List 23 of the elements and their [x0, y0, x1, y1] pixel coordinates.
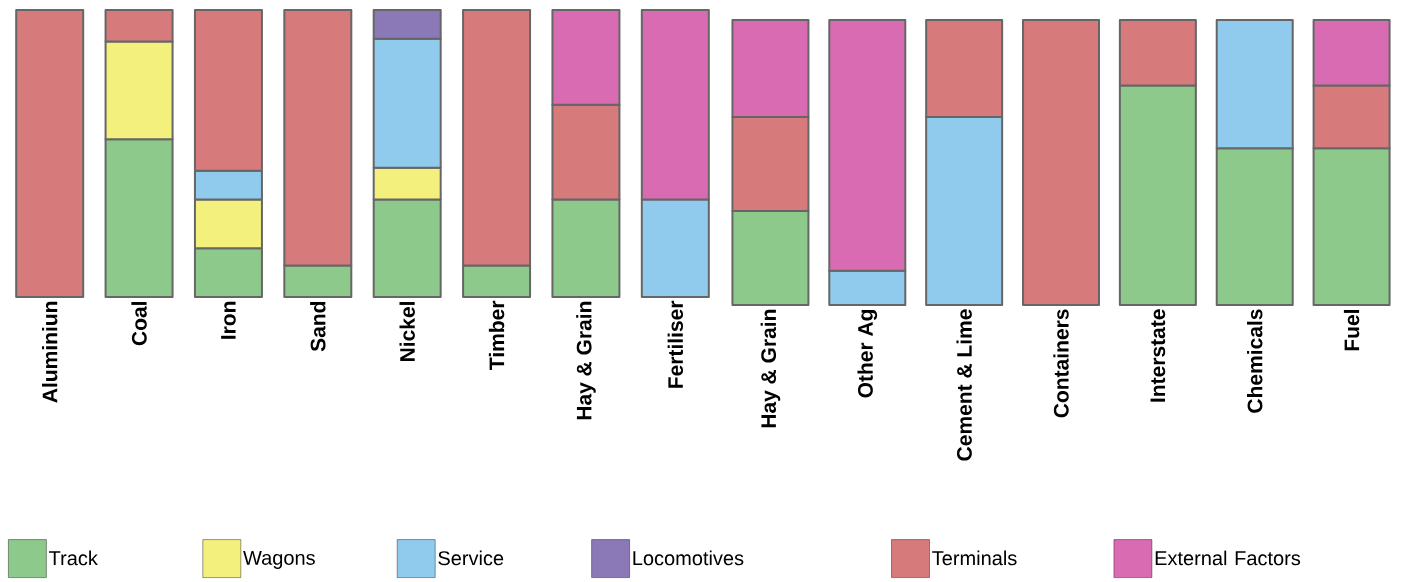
bar [1022, 19, 1101, 306]
bar [15, 9, 85, 298]
legend-label: Terminals [932, 550, 1017, 566]
x-tick-label: Cement & Lime [956, 309, 972, 461]
x-tick-label: Aluminiun [41, 301, 58, 403]
x-tick-label: Fuel [1343, 310, 1360, 351]
legend-label: Service [438, 550, 504, 566]
x-tick-label: Timber [488, 300, 505, 370]
x-tick-label: Chemicals [1247, 309, 1263, 413]
x-tick-label: Nickel [399, 302, 415, 361]
x-tick-label: Hay & Grain [576, 301, 596, 420]
x-tick-label: Fertiliser [667, 300, 684, 388]
x-tick-label: Sand [310, 301, 326, 352]
x-tick-label: Other Ag [857, 309, 878, 398]
x-tick-label: Containers [1053, 309, 1069, 418]
legend-label: Track [49, 550, 98, 566]
legend-label: Locomotives [633, 550, 744, 566]
legend-label: Wagons [243, 550, 315, 569]
x-tick-label: Iron [221, 301, 236, 339]
x-tick-label: Coal [131, 302, 147, 346]
x-tick-label: Interstate [1150, 309, 1166, 402]
x-tick-label: Hay & Grain [760, 309, 781, 428]
legend-label: External Factors [1155, 550, 1301, 566]
